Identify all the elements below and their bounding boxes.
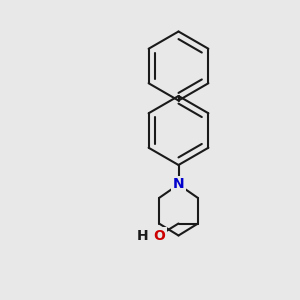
Text: N: N	[173, 178, 184, 191]
Text: O: O	[153, 229, 165, 242]
Text: H: H	[137, 229, 148, 242]
